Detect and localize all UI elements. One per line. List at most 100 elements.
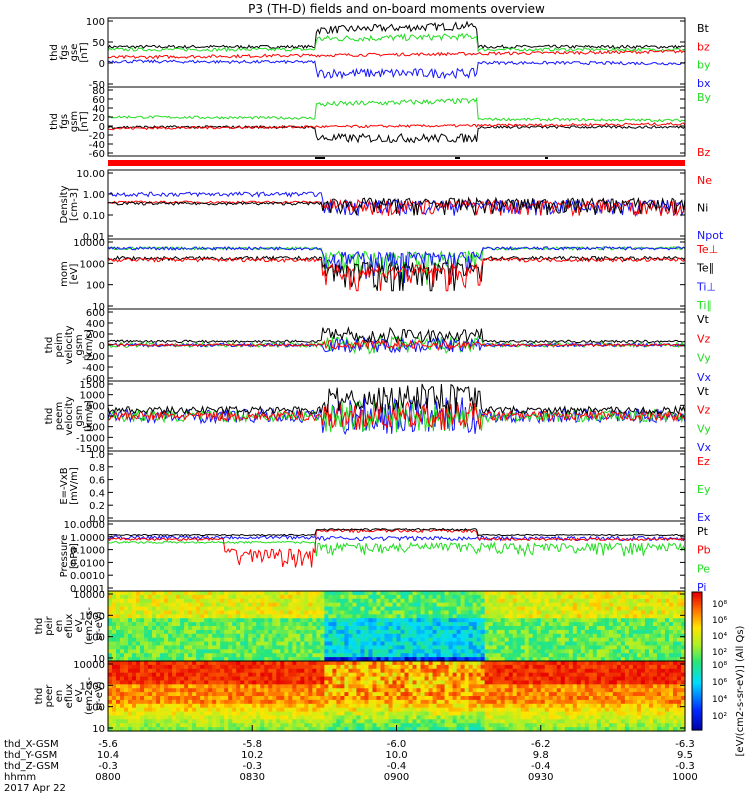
- ytick-label: -500: [82, 423, 105, 434]
- yaxis-label: thd: [34, 688, 45, 705]
- yaxis-label: [eV]: [69, 264, 80, 285]
- legend-Vt: Vt: [697, 313, 710, 326]
- yaxis-label: gsm: [69, 111, 80, 132]
- xrow-value: 0800: [95, 772, 120, 783]
- legend-Vx: Vx: [697, 441, 712, 454]
- status-mark: [320, 157, 325, 159]
- series-peim-vz: [107, 338, 685, 352]
- legend-By: By: [697, 91, 712, 104]
- ytick-label: 400: [86, 319, 105, 330]
- panel-frame-density: [107, 169, 686, 240]
- ytick-label: 500: [86, 401, 105, 412]
- series-te-par: [107, 255, 686, 292]
- xrow-value: -6.0: [387, 739, 407, 750]
- series-peem-vt: [107, 383, 686, 416]
- date-label: 2017 Apr 22: [4, 783, 66, 794]
- yaxis-label: peir: [44, 615, 55, 635]
- ytick-label: 1.0000: [70, 533, 105, 544]
- xrow-value: -0.4: [531, 761, 551, 772]
- yaxis-label: mom: [59, 261, 70, 287]
- legend-by: by: [697, 59, 711, 72]
- panel-frame-efield: [107, 450, 686, 522]
- xrow-label-2: thd_Z-GSM: [4, 761, 59, 772]
- series-ti-perp: [107, 245, 686, 283]
- ytick-label: 1.00: [83, 190, 105, 201]
- yaxis-label: Pressure: [59, 535, 70, 578]
- ytick-label: 100: [86, 17, 105, 28]
- yaxis-label: peem: [54, 402, 65, 430]
- legend-Vx: Vx: [697, 371, 712, 384]
- series-gsm-bx: [108, 125, 686, 144]
- yaxis-label: thd: [49, 44, 60, 61]
- yaxis-label: eflux: [64, 614, 75, 639]
- yaxis-label: E=-VxB: [59, 467, 70, 504]
- yaxis-label: eV: [74, 619, 85, 632]
- colorbar: [691, 591, 703, 731]
- series-by: [107, 32, 686, 53]
- xrow-value: -6.3: [675, 739, 695, 750]
- ytick-label: 200: [86, 330, 105, 341]
- yaxis-label: thd: [49, 113, 60, 130]
- series-npot: [107, 191, 686, 217]
- ytick-label: -20: [89, 131, 105, 142]
- ytick-label: 0: [99, 122, 105, 133]
- legend-Ey: Ey: [697, 483, 711, 496]
- yaxis-label: thd: [34, 618, 45, 635]
- yaxis-label: gsm: [74, 405, 85, 426]
- ytick-label: 1.0: [89, 450, 105, 461]
- xrow-value: -5.8: [242, 739, 262, 750]
- panel-frame-pressure: [107, 520, 686, 592]
- yaxis-label: eflux: [64, 684, 75, 709]
- ytick-label: 0.8: [89, 463, 105, 474]
- series-peim-vx: [107, 336, 686, 354]
- yaxis-label: sr-eV): [94, 611, 105, 640]
- ytick-label: -600: [82, 374, 105, 385]
- xrow-value: 10.4: [97, 750, 119, 761]
- ytick-label: 100: [86, 703, 105, 714]
- yaxis-label: gse: [69, 44, 80, 62]
- ytick-label: 0.4: [89, 488, 105, 499]
- yaxis-label: en: [54, 620, 65, 633]
- colorbar-tick: 10⁶: [712, 616, 727, 626]
- series-bt: [107, 20, 686, 50]
- series-ni: [107, 196, 686, 216]
- yaxis-label: velocity: [64, 325, 75, 364]
- legend-Vy: Vy: [697, 422, 711, 435]
- xrow-value: 0930: [528, 772, 553, 783]
- ytick-label: 1000: [80, 681, 105, 692]
- ytick-label: 0.2: [89, 501, 105, 512]
- ytick-label: 10000: [73, 590, 105, 601]
- status-mark: [315, 157, 323, 159]
- ytick-label: 1000: [80, 391, 105, 402]
- xrow-value: 1000: [672, 772, 697, 783]
- ytick-label: 0.0010: [70, 571, 105, 582]
- series-te-perp: [107, 256, 686, 292]
- series-pe: [107, 540, 686, 558]
- ytick-label: 1500: [80, 380, 105, 391]
- yaxis-label: thd: [44, 337, 55, 354]
- ytick-label: 60: [92, 95, 105, 106]
- ytick-label: 100: [86, 281, 105, 292]
- xrow-value: 10.0: [385, 750, 407, 761]
- yaxis-label: Density: [59, 185, 70, 223]
- legend-Ti⊥: Ti⊥: [696, 280, 716, 293]
- xrow-value: 10.2: [241, 750, 263, 761]
- yaxis-label: en: [54, 690, 65, 703]
- yaxis-label: [cm-3]: [69, 188, 80, 221]
- legend-Te⊥: Te⊥: [696, 243, 718, 256]
- ytick-label: 20: [92, 113, 105, 124]
- legend-Ti∥: Ti∥: [696, 299, 712, 312]
- xrow-value: -5.6: [98, 739, 118, 750]
- legend-Pi: Pi: [697, 581, 706, 594]
- series-gsm-by: [107, 96, 686, 123]
- xrow-value: 0830: [240, 772, 265, 783]
- ytick-label: 0.0100: [70, 558, 105, 569]
- legend-Vt: Vt: [697, 385, 710, 398]
- series-bz: [107, 49, 686, 60]
- yaxis-label: [km/s]: [84, 400, 95, 432]
- ytick-label: -1000: [76, 433, 105, 444]
- legend-Te∥: Te∥: [696, 262, 714, 275]
- xrow-value: 9.5: [677, 750, 693, 761]
- legend-Vz: Vz: [697, 332, 711, 345]
- yaxis-label: fgs: [59, 45, 70, 60]
